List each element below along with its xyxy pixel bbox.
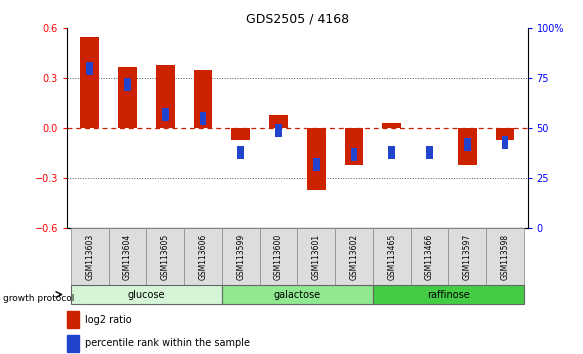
- Bar: [199, 112, 206, 125]
- Bar: [146, 228, 184, 285]
- Bar: [448, 228, 486, 285]
- Text: GSM113465: GSM113465: [387, 234, 396, 280]
- Bar: [297, 228, 335, 285]
- Bar: [80, 37, 99, 129]
- Text: galactose: galactose: [274, 290, 321, 300]
- Text: growth protocol: growth protocol: [3, 294, 74, 303]
- Bar: [194, 70, 212, 129]
- Bar: [486, 228, 524, 285]
- Bar: [373, 285, 524, 304]
- Bar: [345, 129, 363, 165]
- Bar: [410, 228, 448, 285]
- Bar: [156, 65, 175, 129]
- Bar: [388, 145, 395, 159]
- Bar: [464, 138, 470, 151]
- Bar: [259, 228, 297, 285]
- Text: raffinose: raffinose: [427, 290, 470, 300]
- Bar: [350, 148, 357, 161]
- Text: glucose: glucose: [128, 290, 165, 300]
- Bar: [426, 145, 433, 159]
- Bar: [335, 228, 373, 285]
- Title: GDS2505 / 4168: GDS2505 / 4168: [246, 13, 349, 26]
- Bar: [118, 67, 137, 129]
- Bar: [307, 129, 326, 190]
- Bar: [458, 129, 477, 165]
- Text: percentile rank within the sample: percentile rank within the sample: [86, 338, 251, 348]
- Bar: [108, 228, 146, 285]
- Bar: [222, 228, 259, 285]
- Bar: [496, 129, 514, 140]
- Bar: [382, 123, 401, 129]
- Bar: [71, 285, 222, 304]
- Bar: [275, 124, 282, 137]
- Bar: [71, 228, 108, 285]
- Bar: [313, 158, 319, 171]
- Bar: [124, 78, 131, 91]
- Text: GSM113599: GSM113599: [236, 234, 245, 280]
- Text: GSM113600: GSM113600: [274, 234, 283, 280]
- Text: GSM113598: GSM113598: [500, 234, 510, 280]
- Text: GSM113605: GSM113605: [161, 234, 170, 280]
- Text: GSM113597: GSM113597: [463, 234, 472, 280]
- Text: GSM113602: GSM113602: [349, 234, 359, 280]
- Bar: [67, 335, 79, 352]
- Bar: [237, 145, 244, 159]
- Bar: [501, 136, 508, 149]
- Bar: [231, 129, 250, 140]
- Text: GSM113466: GSM113466: [425, 234, 434, 280]
- Bar: [184, 228, 222, 285]
- Bar: [67, 311, 79, 328]
- Bar: [269, 115, 288, 129]
- Bar: [86, 62, 93, 75]
- Text: GSM113604: GSM113604: [123, 234, 132, 280]
- Text: GSM113603: GSM113603: [85, 234, 94, 280]
- Text: GSM113601: GSM113601: [312, 234, 321, 280]
- Bar: [162, 108, 168, 121]
- Bar: [222, 285, 373, 304]
- Bar: [373, 228, 410, 285]
- Text: GSM113606: GSM113606: [198, 234, 208, 280]
- Text: log2 ratio: log2 ratio: [86, 315, 132, 325]
